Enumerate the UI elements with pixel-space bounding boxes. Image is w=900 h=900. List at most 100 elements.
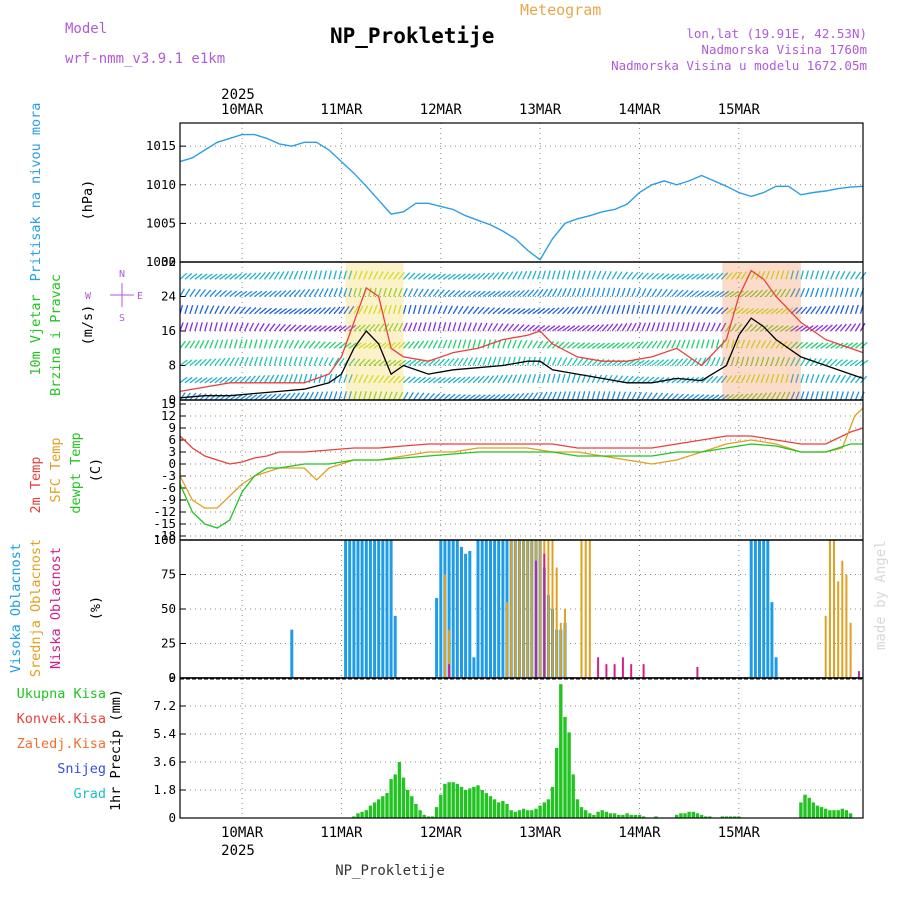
- wind-barb: [522, 356, 526, 366]
- wind-barb: [393, 322, 399, 332]
- wind-barb: [780, 288, 787, 297]
- wind-barb: [606, 305, 612, 315]
- wind-barb: [253, 356, 259, 366]
- y-tick-label: 5.4: [153, 726, 176, 741]
- y-tick-label: 3.6: [153, 754, 176, 769]
- panel-unit: 1hr Precip (mm): [108, 689, 124, 811]
- wind-barb: [512, 339, 517, 349]
- x-tick-label-bottom: 13MAR: [519, 825, 562, 841]
- wind-barb: [850, 271, 856, 280]
- wind-barb: [825, 342, 834, 349]
- wind-barb: [532, 289, 539, 297]
- wind-barb: [755, 374, 761, 384]
- wind-barb: [661, 273, 670, 280]
- wind-barb: [636, 359, 645, 367]
- wind-barb: [199, 340, 205, 349]
- wind-barb: [616, 304, 621, 315]
- wind-barb: [800, 373, 805, 383]
- wind-barb: [815, 270, 820, 280]
- precip-bar: [459, 786, 464, 818]
- mid-cloud-bar: [845, 574, 848, 678]
- precip-bar: [430, 816, 435, 818]
- wind-barb: [293, 392, 301, 401]
- wind-barb: [790, 288, 796, 297]
- wind-barb: [283, 374, 289, 384]
- wind-barb: [333, 270, 337, 280]
- wind-barb: [666, 305, 671, 315]
- wind-barb: [442, 305, 448, 315]
- wind-barb: [368, 287, 372, 297]
- wind-barb: [328, 325, 337, 332]
- mid-cloud-bar: [824, 615, 827, 678]
- wind-barb: [482, 272, 490, 280]
- wind-barb: [462, 306, 469, 315]
- wind-barb: [373, 270, 379, 280]
- wind-barb: [552, 307, 560, 315]
- wind-barb: [557, 325, 566, 332]
- wind-barb: [437, 393, 446, 401]
- wind-barb: [517, 270, 523, 280]
- wind-barb: [845, 323, 852, 332]
- wind-barb: [502, 271, 509, 280]
- wind-barb: [368, 270, 374, 280]
- precip-legend-item: Grad: [73, 786, 106, 802]
- wind-barb: [671, 322, 675, 332]
- x-tick-label-bottom: 10MAR: [221, 825, 264, 841]
- wind-barb: [532, 374, 537, 383]
- wind-barb: [398, 391, 404, 401]
- wind-barb: [830, 305, 836, 315]
- wind-barb: [725, 307, 734, 315]
- precip-bar: [509, 810, 513, 818]
- wind-barb: [581, 324, 590, 332]
- wind-barb: [839, 391, 844, 401]
- wind-barb: [388, 375, 396, 384]
- wind-barb: [760, 356, 765, 366]
- wind-barb: [775, 270, 780, 280]
- wind-barb: [512, 323, 520, 332]
- wind-barb: [581, 305, 588, 315]
- wind-barb: [577, 324, 585, 332]
- wind-barb: [507, 393, 515, 401]
- precip-bar: [463, 790, 468, 818]
- wind-barb: [313, 391, 319, 401]
- wind-barb: [303, 373, 308, 383]
- wind-barb: [497, 307, 506, 315]
- wind-barb: [805, 391, 810, 401]
- x-tick-label-top: 13MAR: [519, 102, 562, 118]
- wind-barb: [253, 375, 261, 384]
- wind-barb: [239, 290, 248, 298]
- high-cloud-bar: [489, 540, 492, 678]
- wind-barb: [586, 391, 591, 401]
- wind-barb: [378, 287, 382, 297]
- wind-barb: [432, 339, 439, 349]
- wind-barb: [264, 290, 273, 298]
- wind-barb: [800, 357, 807, 366]
- wind-barb: [681, 358, 688, 366]
- wind-barb: [556, 270, 561, 280]
- wind-barb: [591, 324, 600, 332]
- wind-barb: [298, 392, 305, 401]
- wind-barb: [412, 340, 420, 349]
- y-tick-label: 50: [161, 601, 176, 616]
- wind-barb: [442, 339, 448, 349]
- wind-barb: [562, 306, 570, 315]
- y-tick-label: 32: [161, 254, 176, 269]
- wind-barb: [750, 374, 756, 384]
- wind-barb: [298, 356, 303, 366]
- wind-barb: [387, 287, 393, 297]
- precip-bar: [538, 805, 542, 818]
- wind-barb: [348, 374, 353, 384]
- wind-barb: [492, 339, 497, 349]
- wind-barb: [204, 273, 213, 280]
- wind-barb: [423, 376, 432, 384]
- wind-barb: [815, 374, 820, 384]
- wind-barb: [835, 287, 839, 297]
- wind-barb: [259, 307, 267, 315]
- wind-barb: [636, 322, 642, 332]
- wind-barb: [606, 374, 613, 384]
- wind-barb: [596, 324, 605, 332]
- wind-barb: [716, 306, 724, 315]
- precip-bar: [629, 814, 633, 818]
- wind-barb: [805, 270, 809, 280]
- wind-barb: [641, 322, 647, 332]
